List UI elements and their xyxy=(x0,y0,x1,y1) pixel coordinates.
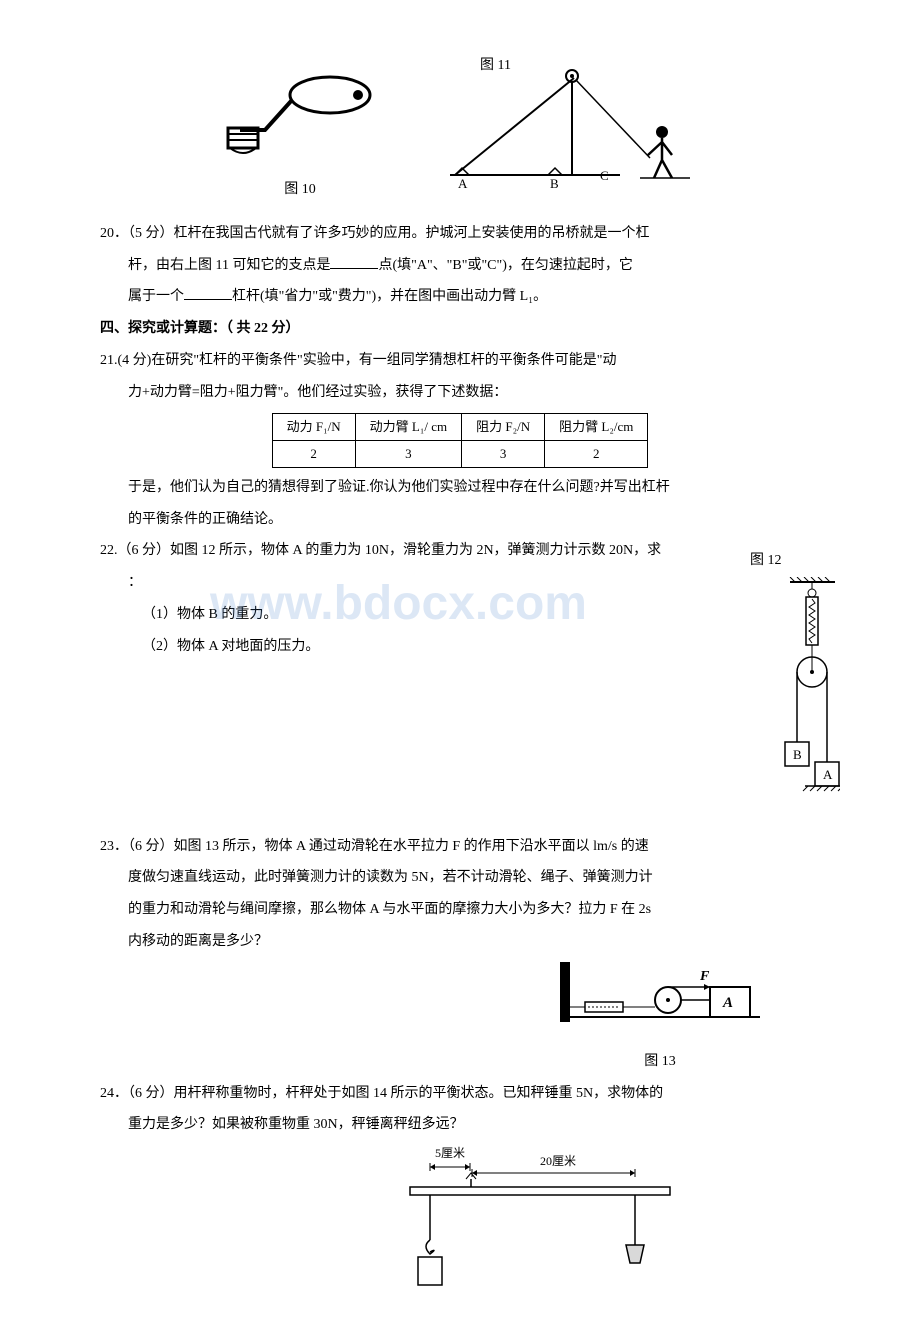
blank-fulcrum[interactable] xyxy=(330,254,378,269)
q22-item2: （2）物体 A 对地面的压力。 xyxy=(100,635,820,659)
fig10-caption: 图 10 xyxy=(284,178,316,202)
q24-l2: 重力是多少？如果被称重物重 30N，秤锤离秤纽多远？ xyxy=(100,1113,820,1137)
q20-l1: （5 分）杠杆在我国古代就有了许多巧妙的应用。护城河上安装使用的吊桥就是一个杠 xyxy=(128,226,650,241)
q23: 23．（6 分）如图 13 所示，物体 A 通过动滑轮在水平拉力 F 的作用下沿… xyxy=(100,835,820,859)
td2: 3 xyxy=(355,440,461,467)
svg-text:A: A xyxy=(722,995,733,1011)
th2: 动力臂 L₁/ cm xyxy=(355,413,461,440)
q20-l3: 属于一个杠杆(填"省力"或"费力")，并在图中画出动力臂 L₁。 xyxy=(100,285,820,309)
q22-item1: （1）物体 B 的重力。 xyxy=(100,603,820,627)
pointA-label: A xyxy=(458,176,468,190)
q22-num: 22. xyxy=(100,543,118,558)
svg-text:B: B xyxy=(793,747,802,762)
th3: 阻力 F₂/N xyxy=(462,413,545,440)
fig11-caption: 图 11 xyxy=(480,54,511,78)
pointB-label: B xyxy=(550,176,559,190)
figure-12: 图 12 B A xyxy=(750,549,840,806)
td3: 3 xyxy=(462,440,545,467)
q21-l2: 力+动力臂=阻力+阻力臂"。他们经过实验，获得了下述数据： xyxy=(100,381,820,405)
svg-text:A: A xyxy=(823,767,833,782)
figure-row-top: 图 10 图 11 A B C xyxy=(100,60,820,202)
q20-num: 20． xyxy=(100,226,128,241)
figure-11: 图 11 A B C xyxy=(440,60,700,202)
steelyard-icon: 5厘米 20厘米 xyxy=(400,1145,680,1295)
figure-10: 图 10 xyxy=(220,60,380,202)
q21-table: 动力 F₁/N 动力臂 L₁/ cm 阻力 F₂/N 阻力臂 L₂/cm 2 3… xyxy=(272,413,649,468)
dim-20cm: 20厘米 xyxy=(540,1154,576,1168)
th4: 阻力臂 L₂/cm xyxy=(545,413,648,440)
q22-l1: （6 分）如图 12 所示，物体 A 的重力为 10N，滑轮重力为 2N，弹簧测… xyxy=(118,543,662,558)
section4-title: 四、探究或计算题：（ 共 22 分） xyxy=(100,317,820,341)
bottle-opener-icon xyxy=(220,60,380,170)
fig13-caption: 图 13 xyxy=(644,1050,676,1074)
pointC-label: C xyxy=(600,168,609,183)
drawbridge-icon: A B C xyxy=(440,60,700,190)
q21-l1: (4 分)在研究"杠杆的平衡条件"实验中，有一组同学猜想杠杆的平衡条件可能是"动 xyxy=(118,353,617,368)
q21-num: 21. xyxy=(100,353,118,368)
q23-l1: （6 分）如图 13 所示，物体 A 通过动滑轮在水平拉力 F 的作用下沿水平面… xyxy=(128,839,649,854)
fig12-caption: 图 12 xyxy=(750,549,840,573)
figure-14-wrap: 5厘米 20厘米 xyxy=(100,1145,820,1295)
q21-l4: 的平衡条件的正确结论。 xyxy=(100,508,820,532)
horizontal-pulley-icon: F A xyxy=(560,962,760,1032)
q21: 21.(4 分)在研究"杠杆的平衡条件"实验中，有一组同学猜想杠杆的平衡条件可能… xyxy=(100,349,820,373)
blank-lever-type[interactable] xyxy=(184,285,232,300)
q24-l1: （6 分）用杆秤称重物时，杆秤处于如图 14 所示的平衡状态。已知秤锤重 5N，… xyxy=(128,1086,663,1101)
q23-l4: 内移动的距离是多少？ xyxy=(100,930,820,954)
q22-block: 22.（6 分）如图 12 所示，物体 A 的重力为 10N，滑轮重力为 2N，… xyxy=(100,539,820,826)
q22-colon: ： xyxy=(100,571,820,595)
q20-l2: 杆，由右上图 11 可知它的支点是点(填"A"、"B"或"C")，在匀速拉起时，… xyxy=(100,254,820,278)
pulley-spring-icon: B A xyxy=(750,577,840,797)
q23-num: 23． xyxy=(100,839,128,854)
q24: 24．（6 分）用杆秤称重物时，杆秤处于如图 14 所示的平衡状态。已知秤锤重 … xyxy=(100,1082,820,1106)
q24-num: 24． xyxy=(100,1086,128,1101)
dim-5cm: 5厘米 xyxy=(435,1146,465,1160)
q23-l2: 度做匀速直线运动，此时弹簧测力计的读数为 5N，若不计动滑轮、绳子、弹簧测力计 xyxy=(100,866,820,890)
q20: 20．（5 分）杠杆在我国古代就有了许多巧妙的应用。护城河上安装使用的吊桥就是一… xyxy=(100,222,820,246)
q23-l3: 的重力和动滑轮与绳间摩擦，那么物体 A 与水平面的摩擦力大小为多大？拉力 F 在… xyxy=(100,898,820,922)
th1: 动力 F₁/N xyxy=(272,413,355,440)
svg-text:F: F xyxy=(699,969,710,984)
figure-13-wrap: F A 图 13 xyxy=(100,962,820,1074)
q21-l3: 于是，他们认为自己的猜想得到了验证.你认为他们实验过程中存在什么问题?并写出杠杆 xyxy=(100,476,820,500)
td1: 2 xyxy=(272,440,355,467)
td4: 2 xyxy=(545,440,648,467)
